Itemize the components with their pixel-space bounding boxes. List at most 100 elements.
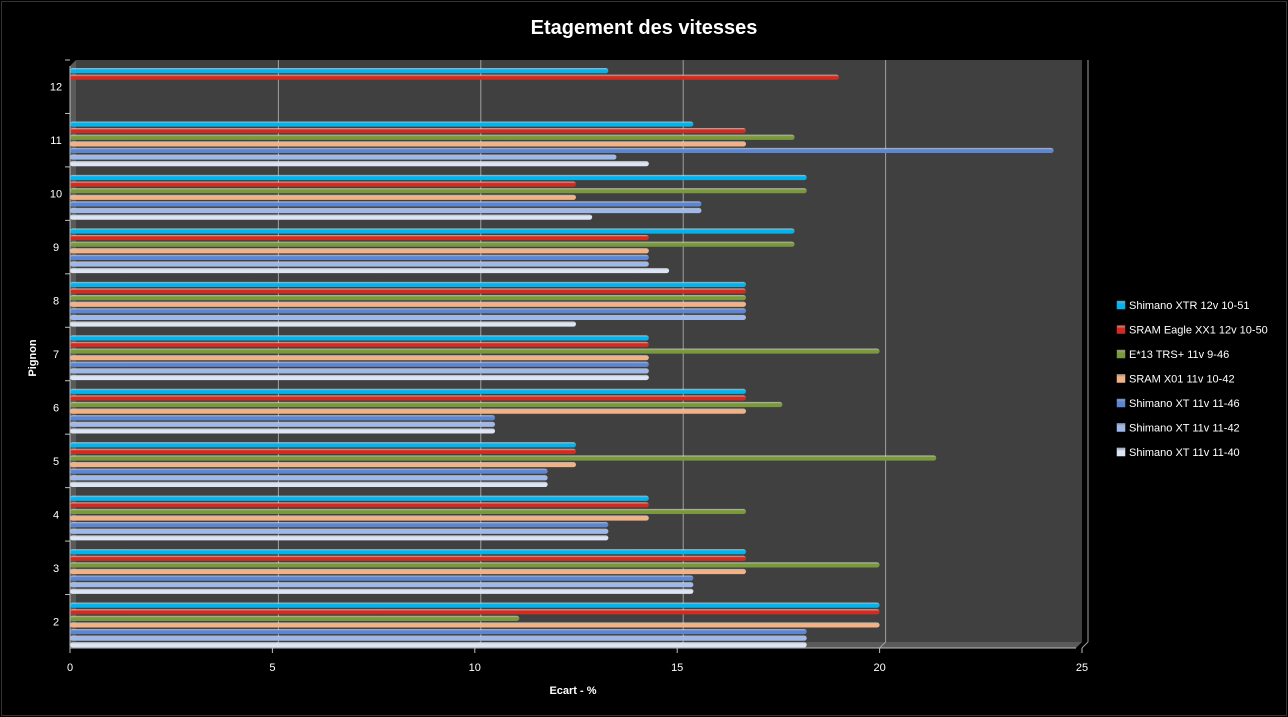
bar (70, 134, 795, 140)
bar (70, 308, 747, 314)
legend-label: SRAM Eagle XX1 12v 10-50 (1129, 325, 1268, 337)
bar (70, 562, 880, 568)
legend-label: Shimano XT 11v 11-40 (1129, 447, 1240, 459)
bar (70, 254, 649, 260)
bar (70, 635, 807, 641)
x-tick-label: 10 (469, 662, 481, 674)
bar (70, 128, 747, 134)
legend-swatch (1116, 349, 1126, 359)
legend-swatch (1116, 374, 1126, 383)
bar (70, 181, 576, 187)
bar (70, 374, 649, 381)
bar (70, 234, 649, 241)
y-tick-label: 3 (53, 563, 59, 575)
legend-label: E*13 TRS+ 11v 9-46 (1129, 349, 1229, 361)
bar (70, 161, 649, 167)
y-tick-label: 7 (53, 349, 59, 361)
bar (70, 582, 694, 588)
y-tick-label: 2 (53, 616, 59, 628)
bar (70, 68, 609, 74)
bar (70, 515, 649, 521)
bar (70, 575, 694, 581)
bar (70, 361, 649, 367)
bar (70, 141, 747, 147)
bar (70, 622, 880, 628)
bar (70, 267, 670, 274)
x-gridline-floor (1081, 641, 1089, 649)
bar (70, 201, 702, 207)
bar (70, 301, 747, 307)
bar (70, 241, 795, 247)
bar (70, 615, 520, 621)
y-tick-label: 4 (53, 509, 59, 521)
bar (70, 442, 576, 448)
legend-label: Shimano XTR 12v 10-51 (1129, 300, 1249, 312)
legend-swatch (1116, 300, 1126, 310)
bar (70, 228, 795, 234)
bar (70, 602, 880, 608)
x-tick-label: 0 (67, 662, 73, 674)
bar (70, 401, 783, 408)
bar (70, 174, 807, 181)
x-tick-label: 15 (671, 662, 683, 674)
bar (70, 642, 807, 648)
legend-label: Shimano XT 11v 11-42 (1129, 423, 1240, 435)
bar (70, 481, 548, 487)
chart-title: Etagement des vitesses (531, 17, 758, 39)
legend-swatch (1116, 423, 1126, 432)
bar (70, 335, 649, 341)
y-tick-label: 5 (53, 456, 59, 468)
legend: Shimano XTR 12v 10-51 SRAM Eagle XX1 12v … (1116, 300, 1268, 459)
bar (70, 609, 880, 615)
bar (70, 355, 649, 361)
bar (70, 448, 576, 454)
bar (70, 508, 747, 515)
bar (70, 475, 548, 481)
y-tick-label: 9 (53, 242, 59, 254)
bar (70, 348, 880, 354)
bar (70, 194, 576, 200)
bar (70, 388, 747, 394)
bar (70, 415, 496, 421)
bar (70, 121, 694, 127)
y-tick-label: 11 (50, 135, 61, 147)
bar (70, 461, 576, 468)
bar (70, 147, 1054, 154)
bar (70, 288, 747, 294)
bar (70, 628, 807, 635)
legend-label: SRAM X01 11v 10-42 (1129, 374, 1235, 386)
bar (70, 522, 609, 528)
bar (70, 588, 694, 594)
y-tick-label: 6 (53, 402, 59, 414)
legend-swatch (1116, 398, 1126, 408)
plot-side-wall (70, 60, 76, 648)
bar (70, 428, 496, 434)
bar (70, 281, 747, 288)
y-tick-label: 8 (53, 296, 59, 308)
bar (70, 555, 747, 561)
bar (70, 568, 747, 575)
bar (70, 341, 649, 348)
bar (70, 549, 747, 555)
bar (70, 468, 548, 474)
bar (70, 421, 496, 427)
y-axis-title: Pignon (27, 339, 39, 377)
bar (70, 188, 807, 194)
legend-swatch (1116, 447, 1126, 457)
bar (70, 455, 937, 461)
x-tick-label: 20 (873, 662, 885, 674)
legend-label: Shimano XT 11v 11-46 (1129, 398, 1240, 410)
bar (70, 368, 649, 374)
bar (70, 207, 702, 214)
bar (70, 261, 649, 267)
bar (70, 214, 593, 220)
legend-swatch (1116, 325, 1126, 334)
bar (70, 502, 649, 508)
bar (70, 535, 609, 541)
bar (70, 248, 649, 254)
bar (70, 314, 747, 321)
x-tick-label: 25 (1076, 662, 1088, 674)
bar (70, 408, 747, 414)
x-axis-title: Ecart - % (549, 685, 596, 697)
